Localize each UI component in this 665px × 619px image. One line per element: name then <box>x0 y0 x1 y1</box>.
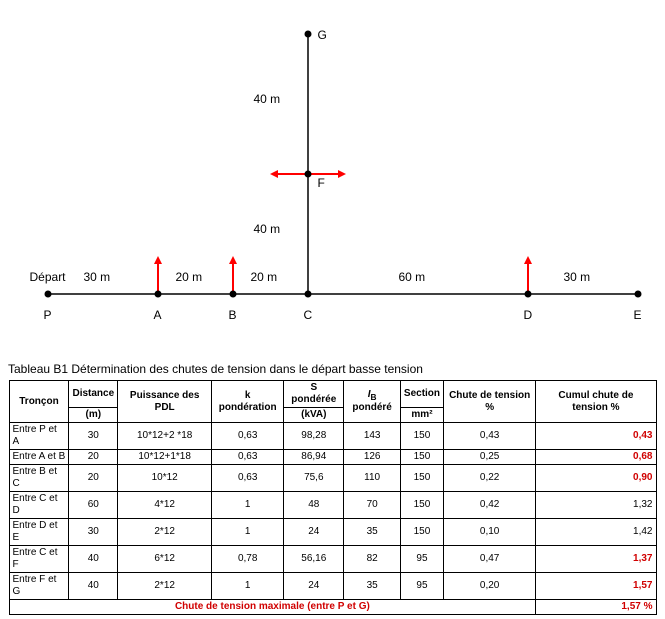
table-row: Entre C et D604*12148701500,421,32 <box>9 492 656 519</box>
col-ib: IB pondéré <box>344 381 401 423</box>
distance-label-4: 30 m <box>564 270 591 284</box>
col-distance-unit: (m) <box>69 408 118 423</box>
node-label-P: P <box>44 308 52 322</box>
voltage-drop-table: Tronçon Distance Puissance des PDL k pon… <box>9 380 657 615</box>
col-s: S pondérée <box>284 381 344 408</box>
col-section: Section <box>400 381 443 408</box>
col-distance: Distance <box>69 381 118 408</box>
network-diagram: P A B C D E F G 30 m 20 m 20 m 60 m 30 m 40 m 40 m Dépa… <box>8 4 658 354</box>
footer-label: Chute de tension maximale (entre P et G) <box>9 600 536 615</box>
node-label-G: G <box>318 28 327 42</box>
distance-label-0: 30 m <box>84 270 111 284</box>
table-row: Entre D et E302*12124351500,101,42 <box>9 519 656 546</box>
distance-label-2: 20 m <box>251 270 278 284</box>
table-caption: Tableau B1 Détermination des chutes de t… <box>8 362 661 376</box>
depart-label: Départ <box>30 270 66 284</box>
table-row: Entre B et C2010*120,6375,61101500,220,9… <box>9 465 656 492</box>
table-row: Entre P et A3010*12+2 *180,6398,28143150… <box>9 423 656 450</box>
table-row: Entre A et B2010*12+1*180,6386,941261500… <box>9 450 656 465</box>
distance-label-3: 60 m <box>399 270 426 284</box>
node-label-F: F <box>318 176 325 190</box>
col-k: k pondération <box>212 381 284 423</box>
footer-value: 1,57 % <box>536 600 656 615</box>
col-section-unit: mm² <box>400 408 443 423</box>
node-label-C: C <box>304 308 313 322</box>
distance-label-5: 40 m <box>254 92 281 106</box>
table-row: Entre C et F406*120,7856,1682950,471,37 <box>9 546 656 573</box>
distance-label-1: 20 m <box>176 270 203 284</box>
col-chute: Chute de tension % <box>444 381 536 423</box>
node-label-D: D <box>524 308 533 322</box>
node-label-B: B <box>229 308 237 322</box>
node-label-A: A <box>154 308 162 322</box>
col-s-unit: (kVA) <box>284 408 344 423</box>
col-pdl: Puissance des PDL <box>118 381 212 423</box>
col-troncon: Tronçon <box>9 381 69 423</box>
table-row: Entre F et G402*1212435950,201,57 <box>9 573 656 600</box>
distance-label-6: 40 m <box>254 222 281 236</box>
node-label-E: E <box>634 308 642 322</box>
col-cumul: Cumul chute de tension % <box>536 381 656 423</box>
